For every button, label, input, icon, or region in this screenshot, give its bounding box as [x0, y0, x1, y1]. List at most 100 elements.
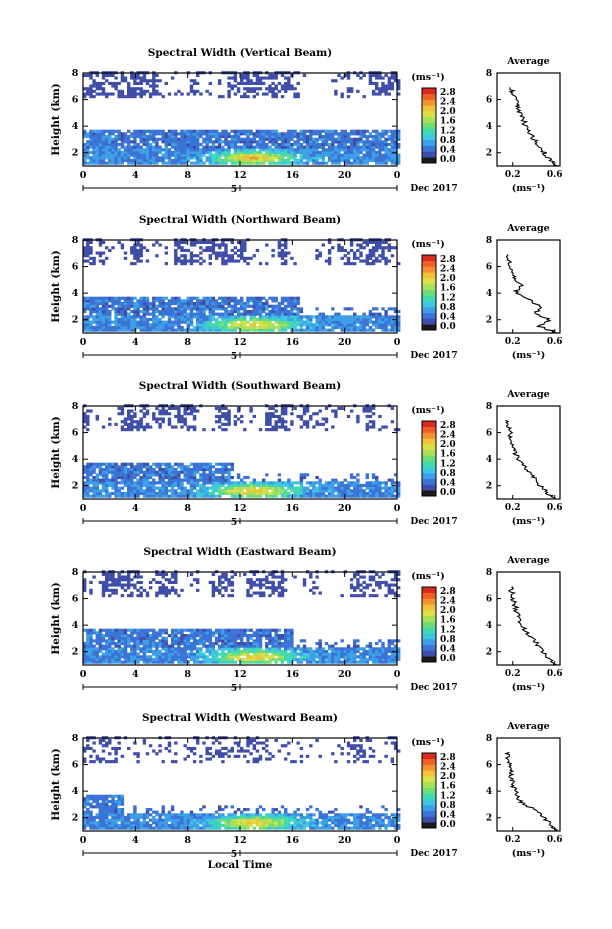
- heatmap-cell: [145, 476, 150, 480]
- heatmap-cell: [284, 491, 288, 495]
- heatmap-cell: [327, 137, 332, 141]
- heatmap-cell: [224, 462, 228, 466]
- heatmap-cell: [86, 644, 90, 648]
- heatmap-cell: [249, 81, 253, 85]
- heatmap-cell: [365, 491, 369, 495]
- heatmap-cell: [123, 578, 128, 582]
- heatmap-cell: [368, 262, 373, 266]
- heatmap-cell: [265, 143, 269, 147]
- heatmap-cell: [148, 323, 153, 327]
- heatmap-cell: [356, 315, 360, 319]
- heatmap-cell: [390, 143, 395, 147]
- heatmap-cell: [340, 494, 344, 498]
- heatmap-cell: [111, 150, 115, 154]
- heatmap-cell: [139, 465, 143, 469]
- heatmap-cell: [161, 473, 165, 477]
- heatmap-cell: [230, 140, 234, 144]
- heatmap-cell: [299, 148, 304, 152]
- x-tick-label: 8: [184, 337, 191, 348]
- heatmap-cell: [221, 158, 225, 162]
- heatmap-cell: [249, 323, 253, 327]
- heatmap-cell: [246, 491, 250, 495]
- heatmap-cell: [368, 251, 373, 255]
- heatmap-cell: [167, 310, 172, 314]
- heatmap-cell: [148, 425, 153, 429]
- heatmap-cell: [161, 409, 165, 413]
- heatmap-cell: [192, 132, 197, 136]
- heatmap-cell: [127, 478, 131, 482]
- heatmap-cell: [227, 639, 231, 643]
- heatmap-cell: [101, 251, 106, 255]
- heatmap-cell: [371, 145, 376, 149]
- heatmap-cell: [123, 473, 128, 477]
- heatmap-cell: [98, 494, 103, 498]
- heatmap-cell: [356, 317, 360, 321]
- heatmap-cell: [127, 636, 131, 640]
- heatmap-cell: [221, 483, 225, 487]
- heatmap-cell: [86, 465, 90, 469]
- heatmap-cell: [130, 652, 134, 656]
- heatmap-cell: [174, 240, 178, 244]
- heatmap-cell: [167, 328, 172, 332]
- heatmap-cell: [397, 161, 401, 165]
- heatmap-cell: [271, 132, 275, 136]
- heatmap-cell: [183, 649, 187, 653]
- heatmap-cell: [164, 465, 168, 469]
- heatmap-cell: [246, 73, 250, 77]
- heatmap-cell: [227, 259, 231, 263]
- heatmap-cell: [133, 87, 137, 91]
- heatmap-cell: [183, 161, 187, 165]
- heatmap-cell: [258, 132, 263, 136]
- heatmap-cell: [280, 481, 285, 485]
- heatmap-cell: [177, 158, 181, 162]
- heatmap-cell: [167, 478, 172, 482]
- heatmap-cell: [397, 481, 401, 485]
- heatmap-cell: [192, 628, 197, 632]
- heatmap-cell: [271, 491, 275, 495]
- heatmap-cell: [136, 462, 140, 466]
- heatmap-cell: [208, 486, 212, 490]
- heatmap-cell: [208, 148, 212, 152]
- heatmap-cell: [384, 89, 388, 93]
- heatmap-cell: [249, 143, 253, 147]
- heatmap-cell: [277, 414, 282, 418]
- heatmap-cell: [127, 135, 131, 139]
- heatmap-cell: [249, 256, 253, 260]
- heatmap-cell: [224, 310, 228, 314]
- heatmap-cell: [123, 312, 128, 316]
- heatmap-cell: [86, 153, 90, 157]
- heatmap-cell: [356, 481, 360, 485]
- heatmap-cell: [265, 299, 269, 303]
- heatmap-cell: [224, 575, 228, 579]
- heatmap-cell: [139, 634, 143, 638]
- heatmap-cell: [158, 649, 162, 653]
- heatmap-cell: [83, 310, 87, 314]
- heatmap-cell: [362, 328, 366, 332]
- heatmap-cell: [315, 323, 319, 327]
- heatmap-cell: [359, 140, 363, 144]
- heatmap-cell: [365, 476, 369, 480]
- heatmap-cell: [152, 140, 156, 144]
- heatmap-cell: [130, 660, 134, 664]
- heatmap-cell: [199, 628, 203, 632]
- heatmap-cell: [208, 310, 212, 314]
- heatmap-cell: [324, 406, 329, 410]
- heatmap-cell: [177, 304, 181, 308]
- heatmap-cell: [224, 132, 228, 136]
- heatmap-cell: [321, 323, 325, 327]
- heatmap-cell: [89, 145, 93, 149]
- heatmap-cell: [356, 478, 360, 482]
- heatmap-cell: [95, 161, 99, 165]
- heatmap-cell: [192, 150, 197, 154]
- heatmap-cell: [161, 140, 165, 144]
- heatmap-cell: [89, 494, 93, 498]
- heatmap-cell: [236, 259, 241, 263]
- heatmap-cell: [280, 243, 285, 247]
- heatmap-cell: [123, 660, 128, 664]
- heatmap-cell: [211, 476, 216, 480]
- heatmap-cell: [334, 323, 338, 327]
- heatmap-cell: [214, 486, 219, 490]
- heatmap-cell: [208, 491, 212, 495]
- heatmap-cell: [221, 476, 225, 480]
- heatmap-cell: [277, 304, 282, 308]
